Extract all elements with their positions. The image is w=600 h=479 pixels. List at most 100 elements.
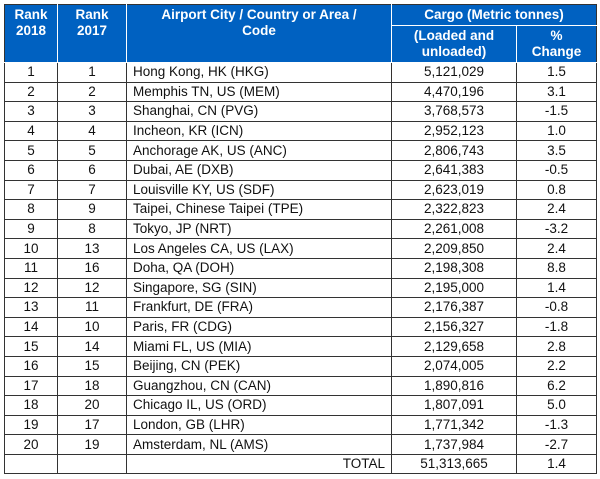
- rank-2017-cell: 11: [57, 297, 127, 318]
- table-row: 17 18 Guangzhou, CN (CAN) 1,890,816 6.2: [4, 375, 598, 397]
- header-airport: Airport City / Country or Area / Code: [126, 4, 392, 63]
- cargo-cell: 1,807,091: [391, 395, 517, 416]
- rank-2018-cell: 10: [4, 238, 58, 259]
- empty-cell: [57, 453, 127, 475]
- rank-2017-cell: 18: [57, 375, 127, 397]
- rank-2018-cell: 11: [4, 257, 58, 279]
- cargo-cell: 2,198,308: [391, 257, 517, 279]
- rank-2018-cell: 2: [4, 81, 58, 103]
- header-rank-2018-line1: Rank: [14, 7, 48, 22]
- rank-2018-cell: 15: [4, 336, 58, 357]
- change-cell: 8.8: [515, 257, 598, 279]
- header-row: Rank 2018 Rank 2017 Airport City / Country…: [4, 4, 598, 63]
- airport-cell: Los Angeles CA, US (LAX): [126, 238, 392, 259]
- airport-cell: Frankfurt, DE (FRA): [126, 297, 392, 318]
- cargo-cell: 4,470,196: [391, 81, 517, 103]
- rank-2017-cell: 19: [57, 434, 127, 455]
- cargo-cell: 2,641,383: [391, 159, 517, 181]
- change-cell: -1.3: [515, 414, 598, 436]
- rank-2017-cell: 8: [57, 218, 127, 240]
- subheader-row: (Loaded and unloaded) % Change: [5, 25, 598, 63]
- rank-2017-cell: 20: [57, 395, 127, 416]
- rank-2018-cell: 3: [4, 101, 58, 122]
- rank-2017-cell: 12: [57, 277, 127, 299]
- rank-2018-cell: 7: [4, 179, 58, 201]
- cargo-cell: 1,890,816: [391, 375, 517, 397]
- table-row: 20 19 Amsterdam, NL (AMS) 1,737,984 -2.7: [4, 434, 598, 455]
- rank-2018-cell: 6: [4, 159, 58, 181]
- rank-2017-cell: 2: [57, 81, 127, 103]
- header-rank-2017-line2: 2017: [76, 23, 108, 38]
- change-cell: -3.2: [515, 218, 598, 240]
- airport-cell: Shanghai, CN (PVG): [126, 101, 392, 122]
- rank-2018-cell: 14: [4, 316, 58, 338]
- airport-cell: Dubai, AE (DXB): [126, 159, 392, 181]
- airport-cargo-table: Rank 2018 Rank 2017 Airport City / Country…: [4, 4, 598, 475]
- change-cell: 5.0: [515, 395, 598, 416]
- airport-cell: Tokyo, JP (NRT): [126, 218, 392, 240]
- change-cell: 1.4: [515, 277, 598, 299]
- cargo-cell: 2,322,823: [391, 199, 517, 220]
- table-row: 18 20 Chicago IL, US (ORD) 1,807,091 5.0: [4, 395, 598, 416]
- table-body: 1 1 Hong Kong, HK (HKG) 5,121,029 1.5 2 2 Memph…: [4, 62, 598, 475]
- rank-2018-cell: 13: [4, 297, 58, 318]
- header-loaded: (Loaded and unloaded): [391, 25, 517, 63]
- rank-2018-cell: 18: [4, 395, 58, 416]
- total-cargo: 51,313,665: [391, 453, 517, 475]
- rank-2017-cell: 14: [57, 336, 127, 357]
- table-row: 8 9 Taipei, Chinese Taipei (TPE) 2,322,823 2…: [4, 199, 598, 220]
- table-row: 19 17 London, GB (LHR) 1,771,342 -1.3: [4, 414, 598, 436]
- rank-2017-cell: 10: [57, 316, 127, 338]
- header-cargo: Cargo (Metric tonnes): [390, 4, 598, 26]
- rank-2017-cell: 5: [57, 140, 127, 161]
- cargo-cell: 3,768,573: [391, 101, 517, 122]
- rank-2017-cell: 7: [57, 179, 127, 201]
- airport-cell: Doha, QA (DOH): [126, 257, 392, 279]
- rank-2017-cell: 13: [57, 238, 127, 259]
- cargo-cell: 2,129,658: [391, 336, 517, 357]
- change-cell: 2.8: [515, 336, 598, 357]
- table-row: 1 1 Hong Kong, HK (HKG) 5,121,029 1.5: [4, 62, 598, 83]
- rank-2018-cell: 17: [4, 375, 58, 397]
- table-row: 14 10 Paris, FR (CDG) 2,156,327 -1.8: [4, 316, 598, 338]
- table-row: 16 15 Beijing, CN (PEK) 2,074,005 2.2: [4, 355, 598, 377]
- header-rank-2018-line2: 2018: [15, 23, 47, 38]
- total-change: 1.4: [515, 453, 598, 475]
- cargo-cell: 1,737,984: [391, 434, 517, 455]
- airport-cell: Anchorage AK, US (ANC): [126, 140, 392, 161]
- header-rank-2017: Rank 2017: [57, 4, 127, 63]
- change-cell: 1.5: [515, 62, 598, 83]
- change-cell: 2.2: [515, 355, 598, 377]
- table-row: 11 16 Doha, QA (DOH) 2,198,308 8.8: [4, 257, 598, 279]
- header-change: % Change: [515, 25, 598, 63]
- rank-2017-cell: 6: [57, 159, 127, 181]
- change-cell: 6.2: [515, 375, 598, 397]
- airport-cell: Hong Kong, HK (HKG): [126, 62, 392, 83]
- rank-2017-cell: 17: [57, 414, 127, 436]
- rank-2018-cell: 19: [4, 414, 58, 436]
- change-cell: 3.5: [515, 140, 598, 161]
- rank-2017-cell: 4: [57, 120, 127, 142]
- cargo-cell: 2,623,019: [391, 179, 517, 201]
- table-row: 7 7 Louisville KY, US (SDF) 2,623,019 0.8: [4, 179, 598, 201]
- table-row: 2 2 Memphis TN, US (MEM) 4,470,196 3.1: [4, 81, 598, 103]
- table-row: 9 8 Tokyo, JP (NRT) 2,261,008 -3.2: [4, 218, 598, 240]
- table-row: 12 12 Singapore, SG (SIN) 2,195,000 1.4: [4, 277, 598, 299]
- change-cell: -0.5: [515, 159, 598, 181]
- change-cell: -1.8: [515, 316, 598, 338]
- empty-cell: [4, 453, 58, 475]
- rank-2018-cell: 8: [4, 199, 58, 220]
- rank-2017-cell: 9: [57, 199, 127, 220]
- airport-cell: Guangzhou, CN (CAN): [126, 375, 392, 397]
- change-cell: 1.0: [515, 120, 598, 142]
- cargo-cell: 2,156,327: [391, 316, 517, 338]
- change-cell: 0.8: [515, 179, 598, 201]
- airport-cell: London, GB (LHR): [126, 414, 392, 436]
- total-label: TOTAL: [126, 453, 392, 475]
- airport-cell: Paris, FR (CDG): [126, 316, 392, 338]
- airport-cell: Miami FL, US (MIA): [126, 336, 392, 357]
- header-rank-2018: Rank 2018: [4, 4, 58, 63]
- rank-2018-cell: 1: [4, 62, 58, 83]
- change-cell: 3.1: [515, 81, 598, 103]
- change-cell: -1.5: [515, 101, 598, 122]
